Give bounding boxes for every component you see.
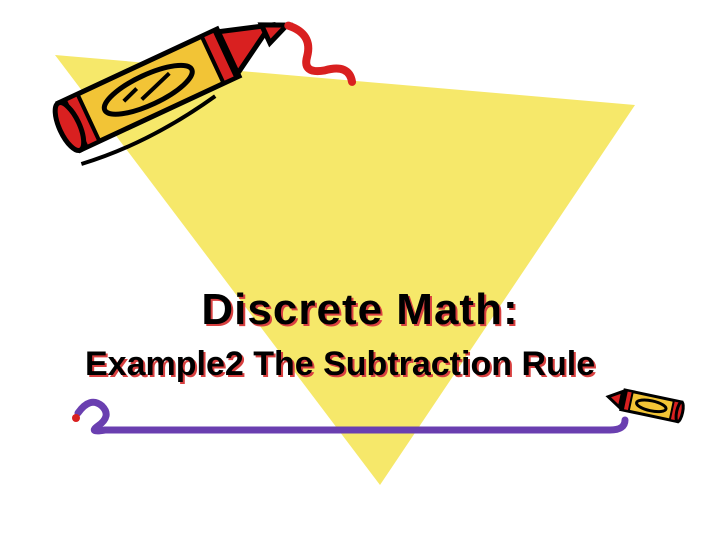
slide-container: Discrete Math: Example2 The Subtraction …	[0, 0, 720, 540]
slide-title: Discrete Math:	[0, 285, 720, 335]
crayon-illustration-bottom	[70, 368, 710, 463]
